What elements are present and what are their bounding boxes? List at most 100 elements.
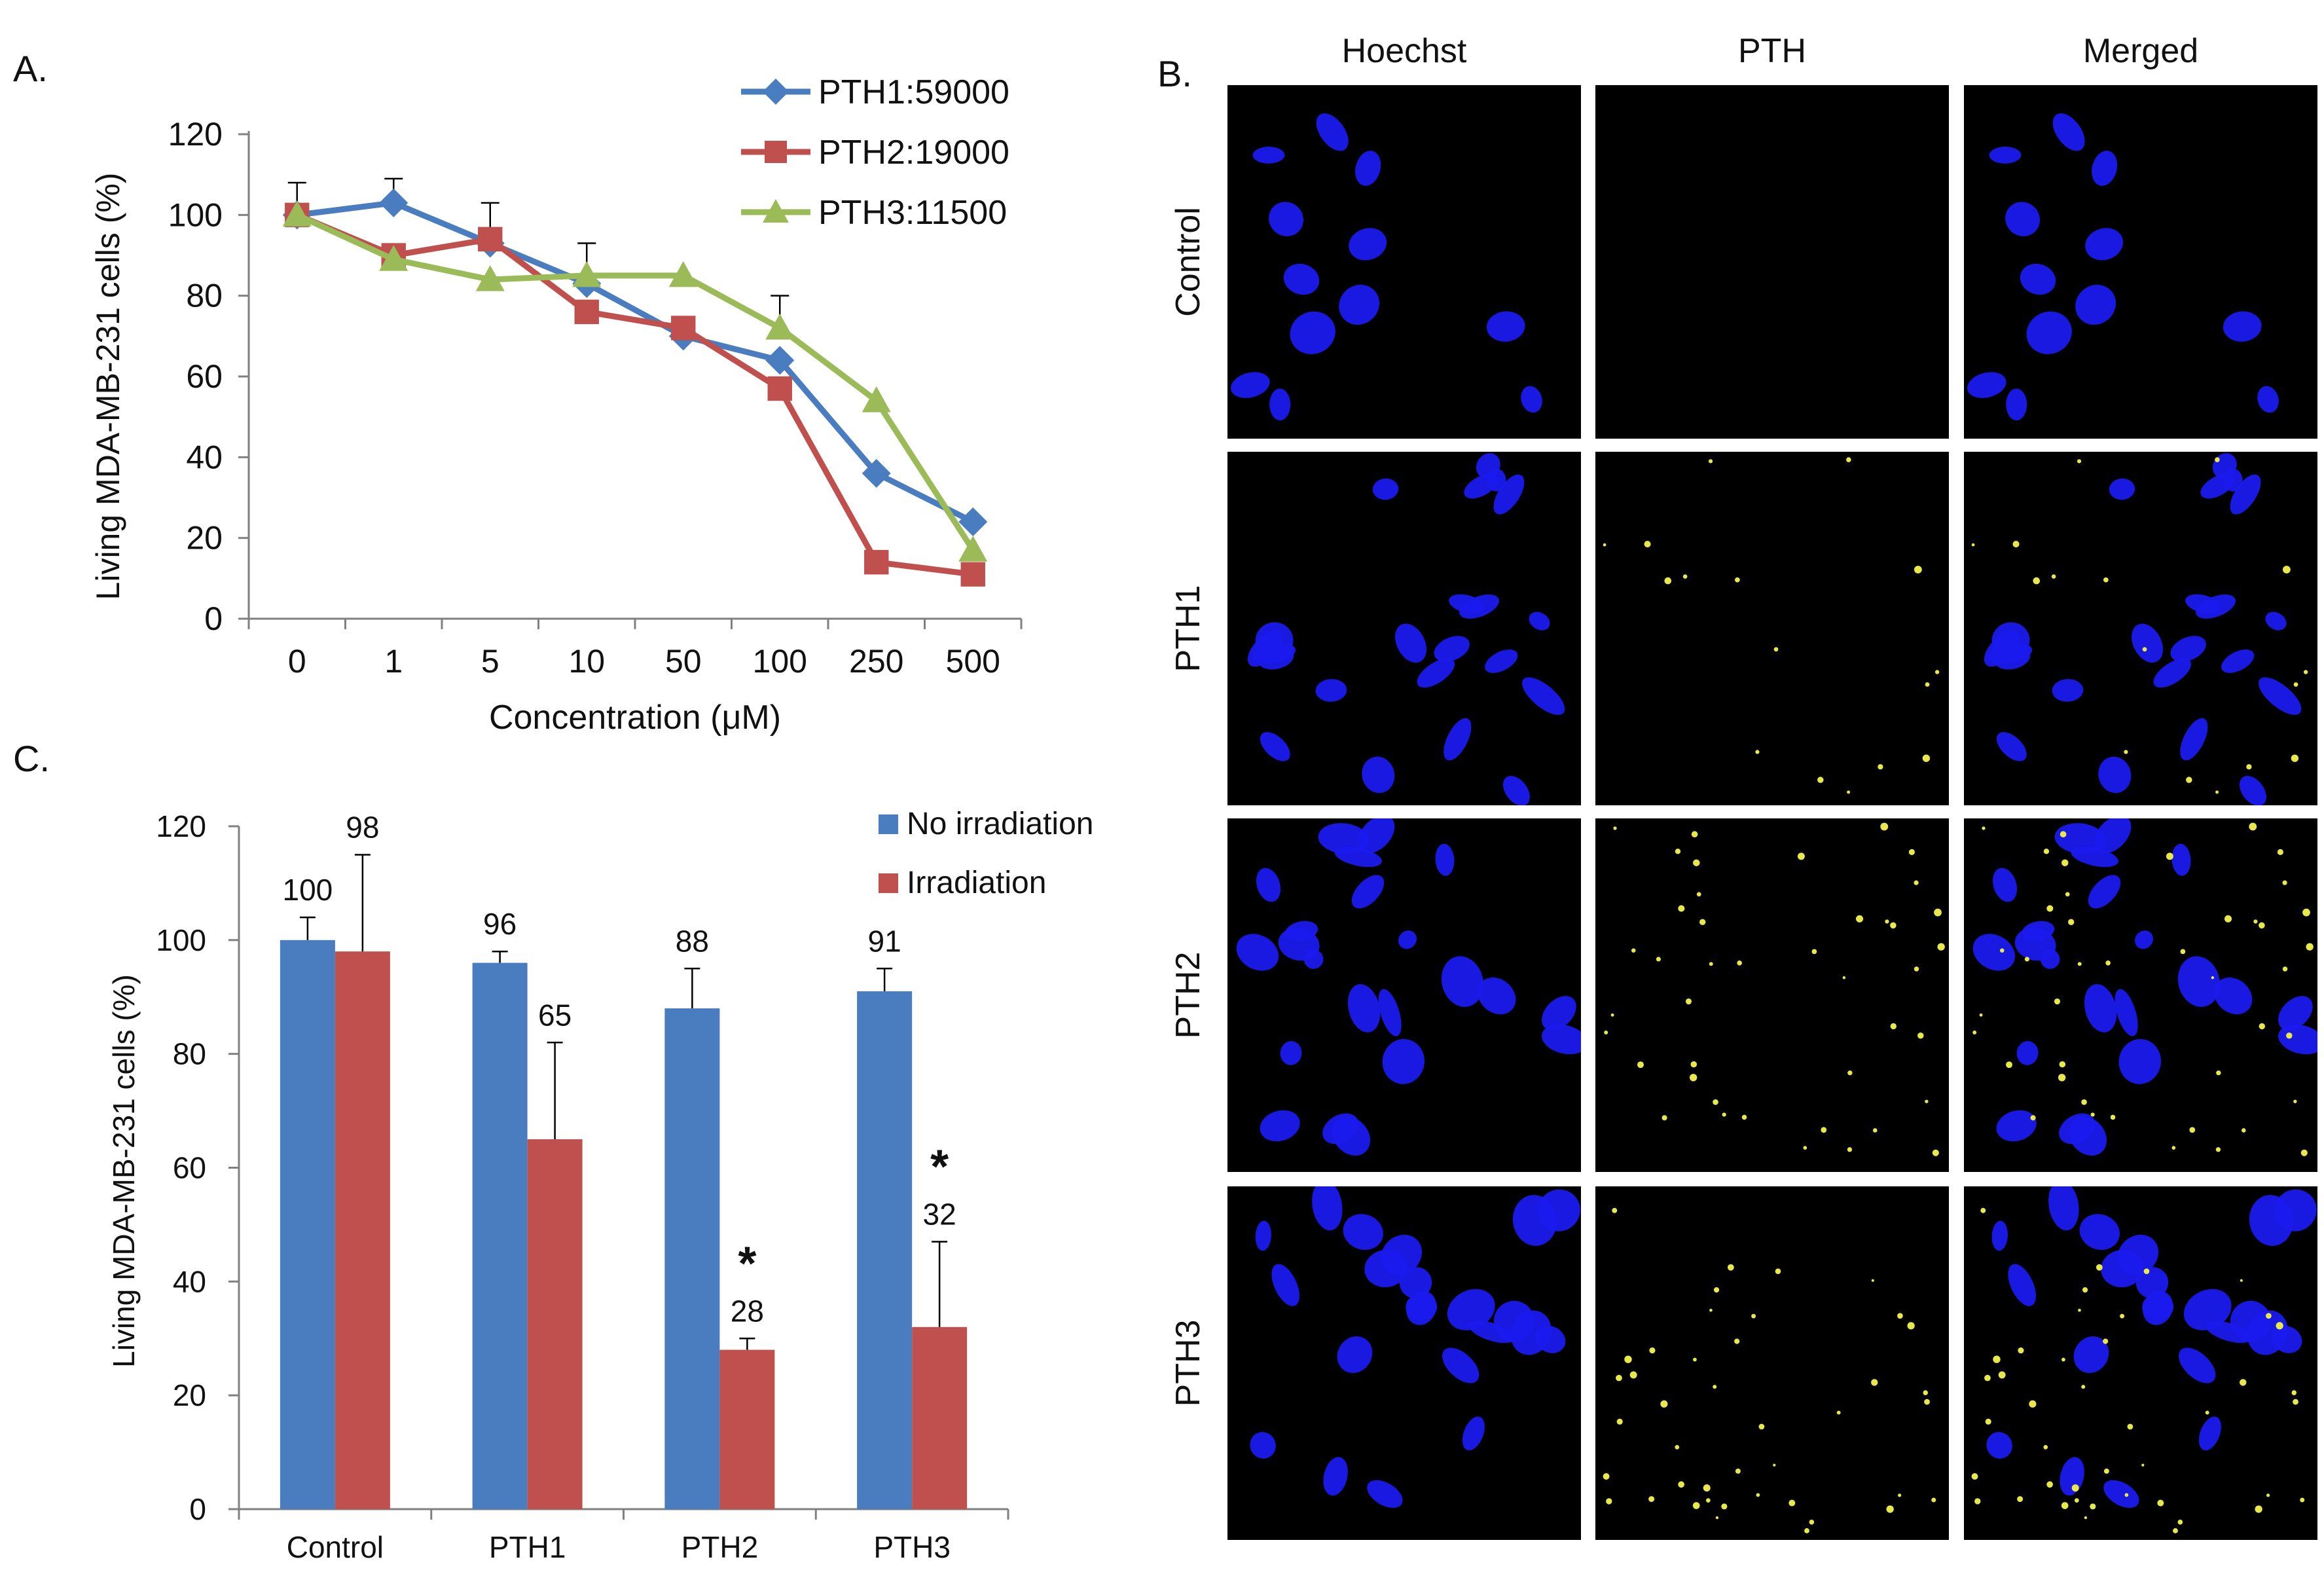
nucleus (1542, 1024, 1581, 1055)
pth-signal-dot (1703, 1484, 1711, 1492)
micrograph-image (1971, 453, 2308, 805)
pth-signal-dot (1708, 459, 1713, 464)
pth-signal-dot (2012, 540, 2020, 548)
pth-signal-dot (1932, 1149, 1939, 1156)
pth-signal-dot (2259, 1023, 2265, 1030)
pth-signal-dot (1734, 1338, 1740, 1344)
pth-signal-dot (2071, 1484, 2079, 1492)
nucleus (1537, 1189, 1580, 1232)
pth-signal-dot (1878, 764, 1883, 770)
nucleus (2200, 473, 2235, 499)
data-point (862, 459, 891, 488)
data-point (574, 299, 599, 325)
pth-signal-dot (2065, 892, 2070, 897)
pth-signal-dot (1699, 919, 1706, 926)
pth-signal-dot (2291, 754, 2299, 762)
nucleus (2084, 984, 2117, 1033)
pth-signal-dot (2024, 957, 2029, 962)
pth-signal-dot (1648, 1496, 1655, 1503)
pth-signal-dot (1713, 1099, 1718, 1105)
pth-signal-dot (2061, 1502, 2069, 1509)
pth-signal-dot (2141, 1463, 2145, 1467)
legend-swatch (879, 814, 898, 834)
pth-signal-dot (1696, 892, 1701, 897)
nucleus (1462, 1416, 1485, 1451)
pth-signal-dot (2255, 1505, 2262, 1513)
nucleus (1322, 1113, 1359, 1144)
pth-signal-dot (1908, 849, 1915, 856)
nucleus (1485, 649, 1518, 673)
pth-signal-dot (1690, 1061, 1698, 1068)
panel-a-label: A. (13, 48, 48, 89)
data-point (958, 507, 988, 536)
nucleus (2221, 649, 2255, 673)
pth-signal-dot (2186, 777, 2192, 783)
pth-signal-dot (1836, 1410, 1841, 1415)
nucleus (2185, 594, 2221, 613)
pth-signal-dot (1612, 1207, 1618, 1213)
nucleus (1529, 612, 1550, 631)
nucleus (1252, 643, 1296, 664)
micrograph-pth1-pth (1595, 452, 1949, 805)
data-point (958, 536, 988, 562)
nucleus (1442, 1347, 1480, 1383)
nucleus (2092, 151, 2118, 186)
nucleus (2006, 388, 2027, 421)
pth-signal-dot (2060, 831, 2067, 838)
pth-signal-dot (1914, 966, 1919, 972)
pth-signal-dot (1709, 1308, 1713, 1312)
pth-signal-dot (1922, 754, 1931, 762)
data-label: 96 (483, 907, 517, 941)
row-label-pth3: PTH3 (1169, 1319, 1207, 1407)
nucleus (2265, 612, 2287, 631)
nucleus (1312, 1186, 1343, 1231)
data-point (862, 386, 891, 412)
pth-signal-dot (2300, 1149, 2308, 1156)
nucleus (2274, 1189, 2317, 1232)
pth-signal-dot (1809, 1520, 1815, 1525)
nucleus (2171, 843, 2191, 876)
nucleus (1996, 1110, 2037, 1142)
pth-signal-dot (2171, 1146, 2176, 1150)
pth-signal-dot (1682, 574, 1688, 579)
pth-signal-dot (1715, 1516, 1719, 1520)
nucleus (2040, 949, 2060, 969)
pth-signal-dot (1974, 1498, 1981, 1505)
x-tick-label: 10 (568, 643, 605, 680)
bar (664, 1008, 720, 1509)
nucleus (1250, 1432, 1276, 1459)
x-tick-label: 5 (481, 643, 499, 680)
pth-signal-dot (1624, 1355, 1632, 1363)
nucleus (1996, 732, 2027, 761)
pth-signal-dot (1914, 880, 1919, 885)
pth-signal-dot (1713, 1287, 1720, 1293)
nucleus (1362, 756, 1395, 794)
nucleus (2132, 623, 2164, 663)
micrograph-control-merged (1964, 85, 2317, 439)
nucleus (1303, 949, 1324, 969)
pth-signal-dot (2067, 919, 2075, 926)
nucleus (2079, 1214, 2120, 1251)
legend-label: No irradiation (907, 807, 1093, 841)
pth-signal-dot (2110, 1114, 2116, 1120)
pth-signal-dot (1775, 1268, 1781, 1274)
pth-signal-dot (2306, 943, 2314, 951)
pth-signal-dot (1675, 849, 1681, 854)
micrograph-pth2-hoechst (1227, 818, 1581, 1172)
nucleus (2214, 978, 2253, 1015)
pth-signal-dot (2166, 852, 2173, 860)
legend-label: PTH2:19000 (818, 134, 1009, 172)
pth-signal-dot (2224, 915, 2232, 923)
micrograph-image (1231, 113, 1542, 421)
panel-c-label: C. (13, 738, 50, 779)
data-point (767, 376, 792, 401)
nucleus (1447, 1289, 1495, 1330)
nucleus (1316, 113, 1349, 151)
nucleus (2085, 228, 2124, 261)
nucleus (1988, 643, 2033, 664)
legend-label: Irradiation (907, 866, 1046, 900)
pth-signal-dot (2084, 1516, 2088, 1520)
nucleus (1364, 1249, 1407, 1288)
data-point (960, 562, 985, 587)
pth-signal-dot (2061, 859, 2069, 867)
